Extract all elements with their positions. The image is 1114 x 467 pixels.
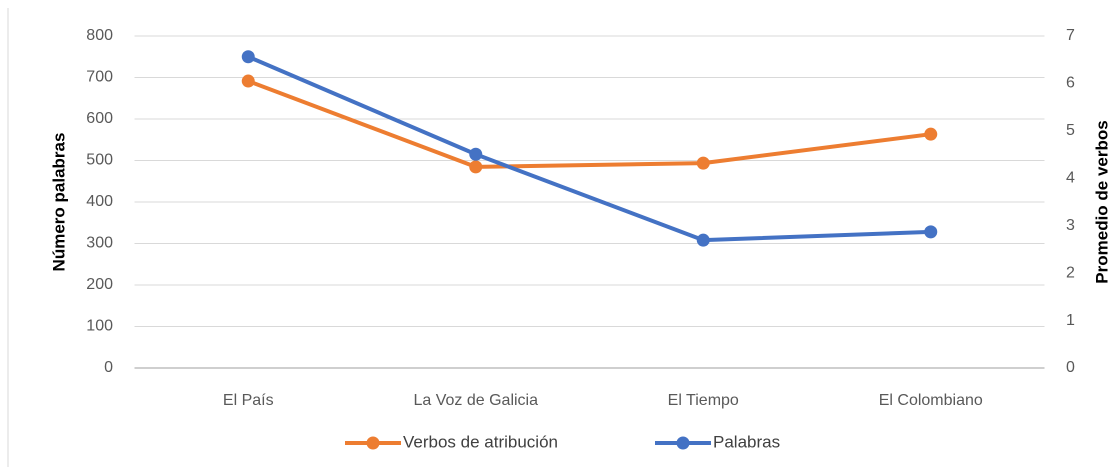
y-tick-label: 200: [86, 276, 113, 293]
x-tick-label: El Colombiano: [879, 392, 983, 409]
point: [469, 160, 483, 174]
y2-tick-label: 7: [1066, 27, 1075, 44]
y-tick-label: 300: [86, 235, 113, 252]
y2-axis-title: Promedio de verbos: [1092, 120, 1111, 283]
legend-label: Verbos de atribución: [403, 432, 558, 451]
y-tick-label: 0: [104, 359, 113, 376]
point: [696, 233, 710, 247]
y2-tick-label: 1: [1066, 312, 1075, 329]
point: [924, 225, 938, 239]
y2-tick-label: 0: [1066, 359, 1075, 376]
point: [469, 147, 483, 161]
y-tick-label: 400: [86, 193, 113, 210]
legend-marker: [366, 436, 380, 450]
y-tick-label: 100: [86, 318, 113, 335]
legend-label: Palabras: [713, 432, 780, 451]
x-tick-label: El Tiempo: [668, 392, 739, 409]
y2-tick-label: 4: [1066, 170, 1075, 187]
legend-marker: [676, 436, 690, 450]
x-tick-label: La Voz de Galicia: [413, 392, 538, 409]
y-tick-label: 700: [86, 69, 113, 86]
y-tick-label: 500: [86, 152, 113, 169]
y-tick-label: 600: [86, 110, 113, 127]
point: [241, 50, 255, 64]
y2-tick-label: 5: [1066, 122, 1075, 139]
y2-tick-label: 6: [1066, 75, 1075, 92]
y2-tick-label: 3: [1066, 217, 1075, 234]
y2-tick-label: 2: [1066, 264, 1075, 281]
line: [247, 54, 931, 243]
point: [696, 156, 710, 170]
y-axis-title: Número palabras: [49, 133, 68, 272]
y-tick-label: 800: [86, 27, 113, 44]
line: [247, 79, 932, 169]
point: [241, 74, 255, 88]
point: [924, 127, 938, 141]
x-tick-label: El País: [223, 392, 274, 409]
